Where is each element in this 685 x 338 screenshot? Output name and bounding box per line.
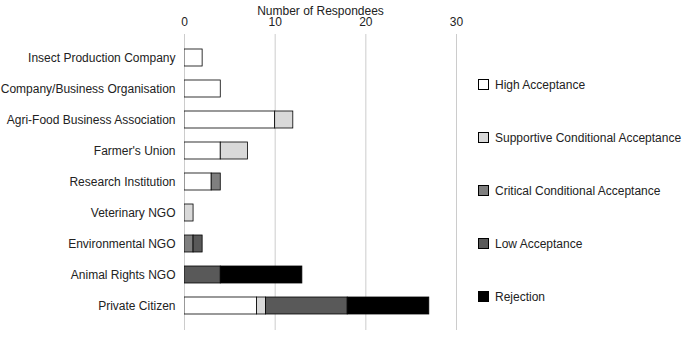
svg-text:Number of Respondees: Number of Respondees xyxy=(257,4,384,18)
svg-text:Agri-Food Business Association: Agri-Food Business Association xyxy=(7,113,176,127)
svg-text:Research Institution: Research Institution xyxy=(69,175,175,189)
svg-text:Insect Production Company: Insect Production Company xyxy=(28,51,175,65)
svg-text:Animal Rights NGO: Animal Rights NGO xyxy=(71,268,176,282)
html-text:Rejection: Rejection xyxy=(495,289,545,304)
html-text:Supportive Conditional Accepta: Supportive Conditional Acceptance xyxy=(495,130,682,145)
svg-text:Veterinary NGO: Veterinary NGO xyxy=(91,206,176,220)
html-text:Low Acceptance: Low Acceptance xyxy=(495,236,583,251)
svg-text:20: 20 xyxy=(359,14,373,29)
svg-text:Private Citizen: Private Citizen xyxy=(98,299,175,313)
svg-text:Company/Business Organisation: Company/Business Organisation xyxy=(1,82,176,96)
svg-text:10: 10 xyxy=(268,14,282,29)
svg-text:Farmer's Union: Farmer's Union xyxy=(94,144,176,158)
svg-text:30: 30 xyxy=(450,15,464,29)
svg-text:0: 0 xyxy=(181,15,188,29)
html-text:High Acceptance: High Acceptance xyxy=(495,77,586,92)
html-text:Critical Conditional Acceptanc: Critical Conditional Acceptance xyxy=(495,183,661,198)
svg-text:Environmental NGO: Environmental NGO xyxy=(68,237,175,251)
